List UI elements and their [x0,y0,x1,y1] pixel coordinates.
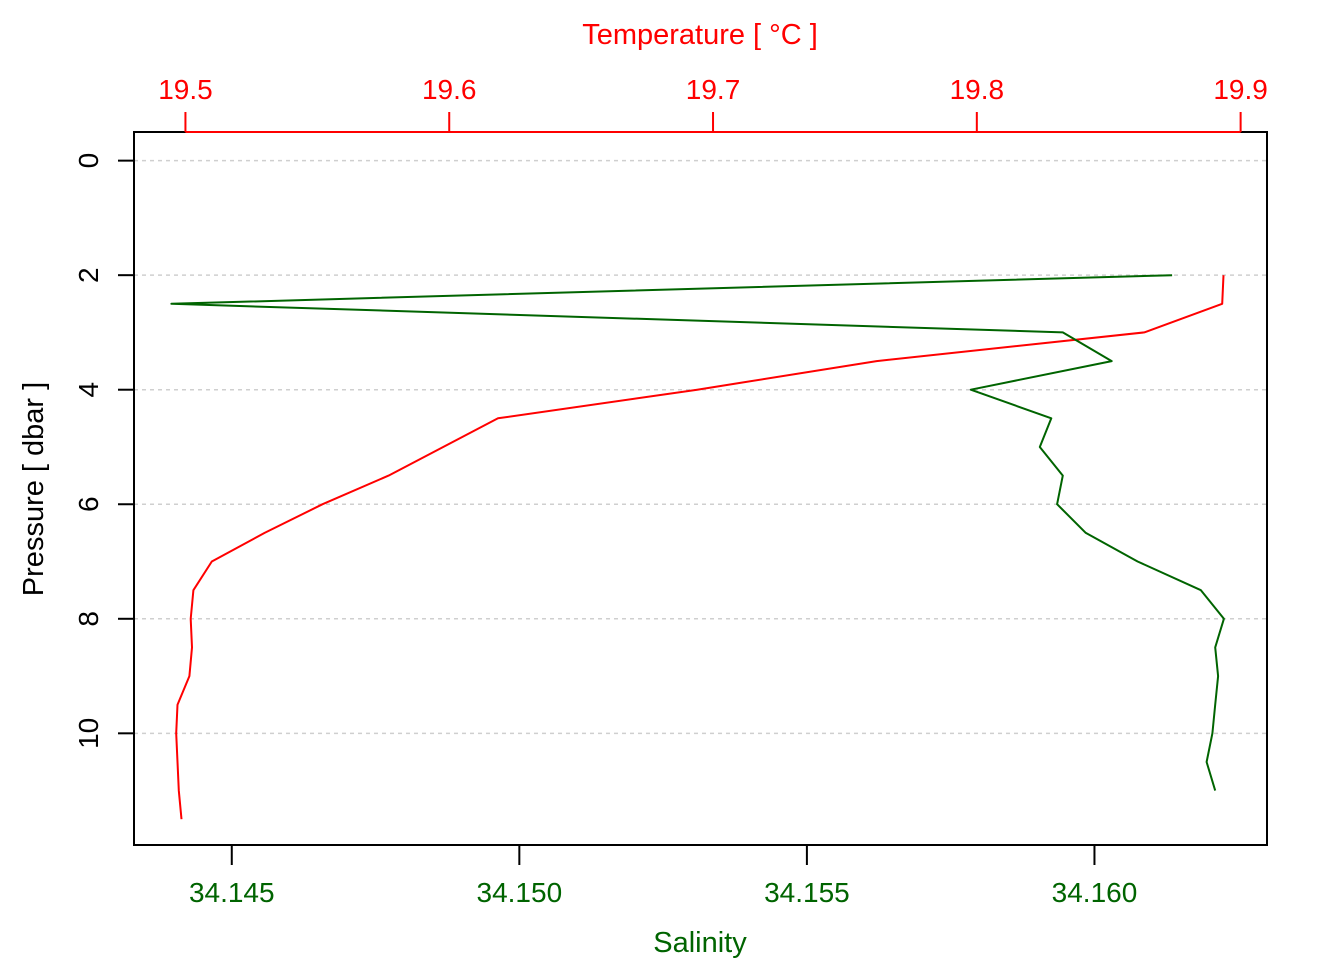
pressure-tick-label: 8 [73,611,104,627]
salinity-line [170,274,1225,791]
salinity-tick-label: 34.160 [1052,877,1138,908]
temperature-line [175,275,1225,820]
grid-lines [134,159,1267,735]
salinity-tick-label: 34.155 [764,877,850,908]
plot-frame [133,131,1268,846]
pressure-tick-label: 10 [73,718,104,749]
pressure-axis: 0 2 4 6 8 10 [73,153,134,749]
salinity-axis: 34.145 34.150 34.155 34.160 [189,845,1137,908]
temperature-tick-label: 19.8 [950,74,1005,105]
temperature-tick-label: 19.9 [1213,74,1268,105]
pressure-tick-label: 0 [73,153,104,169]
series-layer [170,274,1225,820]
pressure-axis-title: Pressure [ dbar ] [18,382,50,596]
temperature-tick-label: 19.7 [686,74,741,105]
temperature-axis-title: Temperature [ °C ] [582,19,818,51]
salinity-axis-title: Salinity [653,927,747,959]
salinity-tick-label: 34.145 [189,877,275,908]
temperature-axis: 19.5 19.6 19.7 19.8 19.9 [158,74,1268,133]
pressure-tick-label: 4 [73,382,104,398]
salinity-tick-label: 34.150 [477,877,563,908]
pressure-tick-label: 2 [73,267,104,283]
temperature-tick-label: 19.6 [422,74,477,105]
temperature-tick-label: 19.5 [158,74,213,105]
pressure-tick-label: 6 [73,496,104,512]
